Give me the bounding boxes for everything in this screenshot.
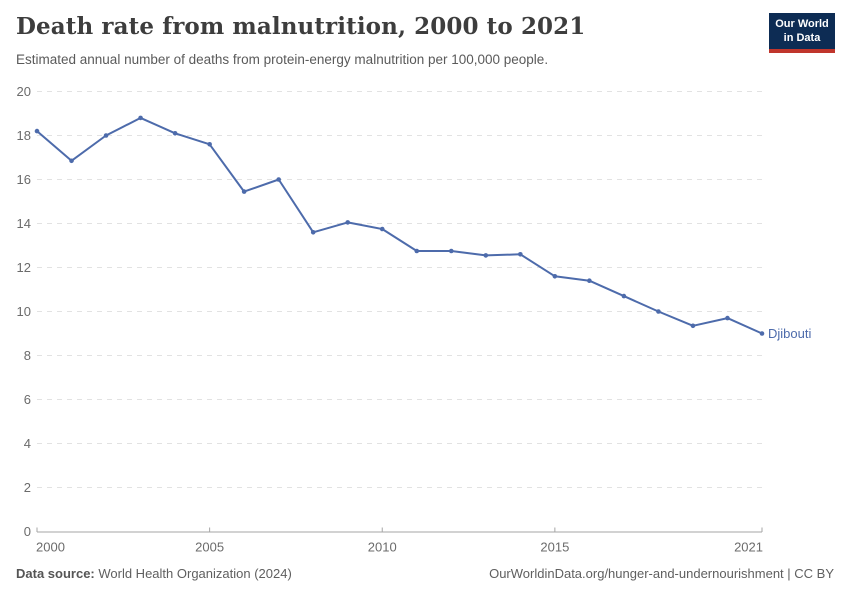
x-tick-label-2000: 2000: [36, 540, 65, 555]
owid-logo-line1: Our World: [775, 18, 829, 30]
data-point-djibouti-2007[interactable]: [276, 177, 281, 182]
data-point-djibouti-2012[interactable]: [448, 248, 454, 254]
x-tick-label-2015: 2015: [540, 540, 569, 555]
data-point-djibouti-2001[interactable]: [69, 158, 74, 164]
data-point-djibouti-2008[interactable]: [310, 230, 316, 235]
y-tick-label-4: 4: [24, 436, 31, 451]
data-point-djibouti-2021[interactable]: [759, 331, 765, 336]
data-point-djibouti-2019[interactable]: [690, 323, 696, 329]
data-point-djibouti-2016[interactable]: [587, 278, 592, 284]
data-source: Data source: World Health Organization (…: [16, 566, 292, 581]
y-tick-label-10: 10: [17, 304, 31, 319]
y-tick-label-6: 6: [24, 392, 31, 407]
credit-line[interactable]: OurWorldinData.org/hunger-and-undernouri…: [489, 566, 834, 581]
y-tick-label-18: 18: [17, 128, 31, 143]
data-point-djibouti-2004[interactable]: [172, 131, 178, 136]
y-tick-label-2: 2: [24, 480, 31, 495]
data-point-djibouti-2005[interactable]: [207, 142, 212, 147]
data-point-djibouti-2015[interactable]: [552, 274, 558, 279]
data-point-djibouti-2013[interactable]: [483, 253, 489, 258]
x-tick-label-2021: 2021: [734, 540, 763, 555]
owid-logo[interactable]: Our World in Data: [769, 13, 835, 53]
data-source-text: World Health Organization (2024): [94, 566, 292, 581]
data-point-djibouti-2018[interactable]: [656, 309, 661, 314]
data-line-djibouti[interactable]: [36, 116, 763, 335]
y-tick-label-16: 16: [17, 172, 31, 187]
data-point-djibouti-2003[interactable]: [138, 115, 143, 121]
data-point-djibouti-2009[interactable]: [345, 220, 351, 225]
data-point-djibouti-2010[interactable]: [379, 226, 385, 232]
y-tick-label-12: 12: [17, 260, 31, 275]
x-tick-label-2005: 2005: [195, 540, 224, 555]
y-tick-label-14: 14: [17, 216, 31, 231]
y-tick-label-8: 8: [24, 348, 31, 363]
page-title: Death rate from malnutrition, 2000 to 20…: [16, 13, 586, 40]
owid-logo-line2: in Data: [783, 31, 821, 44]
data-point-djibouti-2017[interactable]: [621, 293, 627, 299]
data-source-label: Data source:: [16, 566, 95, 581]
data-point-djibouti-2006[interactable]: [241, 189, 247, 194]
chart-footer: Data source: World Health Organization (…: [0, 566, 850, 581]
series-label-djibouti[interactable]: Djibouti: [768, 326, 811, 341]
data-point-djibouti-2000[interactable]: [34, 128, 40, 134]
x-tick-label-2010: 2010: [368, 540, 397, 555]
chart-subtitle: Estimated annual number of deaths from p…: [16, 52, 549, 67]
data-point-djibouti-2002[interactable]: [103, 133, 109, 138]
y-tick-label-0: 0: [24, 524, 31, 539]
data-point-djibouti-2020[interactable]: [725, 315, 730, 321]
y-tick-label-20: 20: [17, 84, 31, 99]
data-point-djibouti-2014[interactable]: [518, 252, 523, 257]
data-point-djibouti-2011[interactable]: [414, 248, 420, 254]
